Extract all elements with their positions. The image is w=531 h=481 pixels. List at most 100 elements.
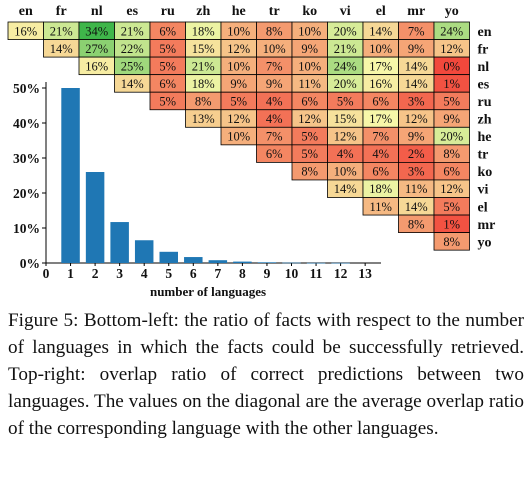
column-label-vi: vi	[340, 4, 351, 19]
heatmap-cell-label: 6%	[159, 24, 176, 38]
heatmap-cell-label: 21%	[192, 59, 215, 73]
x-tick-label: 2	[92, 266, 99, 281]
bar-7	[208, 260, 228, 263]
heatmap-cell-label: 5%	[159, 59, 176, 73]
heatmap-cell-label: 25%	[121, 59, 144, 73]
x-tick-label: 10	[285, 266, 299, 281]
heatmap-cell-label: 10%	[227, 130, 250, 144]
row-label-he: he	[478, 130, 492, 145]
heatmap-cell-label: 20%	[334, 77, 357, 91]
heatmap-cell-label: 20%	[334, 24, 357, 38]
heatmap-cell-label: 8%	[443, 147, 460, 161]
heatmap-cell-label: 10%	[369, 42, 392, 56]
heatmap-cell-label: 9%	[266, 77, 283, 91]
row-label-zh: zh	[478, 113, 492, 128]
heatmap-cell-label: 8%	[195, 94, 212, 108]
heatmap-cell-label: 24%	[440, 24, 463, 38]
x-tick-label: 3	[116, 266, 123, 281]
row-label-yo: yo	[478, 235, 492, 250]
heatmap-cell-label: 8%	[301, 165, 318, 179]
y-tick-label: 30%	[13, 151, 40, 166]
heatmap-cell-label: 0%	[443, 59, 460, 73]
heatmap-cell-label: 5%	[301, 147, 318, 161]
heatmap-cell-label: 11%	[299, 77, 321, 91]
bar-12	[331, 262, 350, 264]
heatmap-cell-label: 21%	[121, 24, 144, 38]
row-label-ru: ru	[478, 95, 492, 110]
heatmap-cell-label: 6%	[443, 165, 460, 179]
heatmap-cell-label: 18%	[192, 24, 215, 38]
heatmap-cell-label: 12%	[298, 112, 321, 126]
column-label-ko: ko	[302, 4, 317, 19]
column-label-el: el	[376, 4, 386, 19]
row-label-el: el	[478, 200, 488, 215]
column-label-en: en	[19, 4, 33, 19]
heatmap-cell-label: 12%	[334, 130, 357, 144]
x-tick-label: 0	[43, 266, 50, 281]
heatmap-cell-label: 8%	[443, 235, 460, 249]
row-label-en: en	[478, 25, 492, 40]
heatmap-cell-label: 9%	[408, 130, 425, 144]
heatmap-cell-label: 12%	[227, 42, 250, 56]
bar-11	[306, 262, 326, 264]
x-tick-label: 7	[214, 266, 221, 281]
row-label-ko: ko	[478, 165, 493, 180]
bar-10	[282, 262, 301, 264]
figure-caption: Figure 5: Bottom-left: the ratio of fact…	[8, 310, 524, 439]
heatmap-cell-label: 9%	[230, 77, 247, 91]
y-tick-label: 0%	[20, 256, 40, 271]
bar-1	[61, 88, 80, 263]
heatmap-cell-label: 21%	[50, 24, 73, 38]
heatmap-cell-label: 12%	[227, 112, 250, 126]
heatmap-cell-label: 5%	[230, 94, 247, 108]
heatmap-cell-label: 13%	[192, 112, 215, 126]
heatmap-cell-label: 7%	[266, 130, 283, 144]
heatmap-cell-label: 10%	[298, 24, 321, 38]
heatmap-cell-label: 14%	[405, 77, 428, 91]
heatmap-cell-label: 17%	[369, 59, 392, 73]
heatmap-cell-label: 14%	[121, 77, 144, 91]
heatmap-cell-label: 3%	[408, 94, 425, 108]
heatmap-cell-label: 16%	[369, 77, 392, 91]
heatmap-cell-label: 4%	[266, 112, 283, 126]
heatmap-cell-label: 8%	[408, 217, 425, 231]
heatmap-cell-label: 7%	[372, 130, 389, 144]
heatmap-cell-label: 5%	[159, 42, 176, 56]
column-label-es: es	[126, 4, 138, 19]
bar-9	[257, 262, 277, 263]
heatmap-cell-label: 10%	[263, 42, 286, 56]
heatmap-cell-label: 27%	[85, 42, 108, 56]
bar-8	[233, 261, 252, 263]
heatmap-cell-label: 10%	[334, 165, 357, 179]
x-tick-label: 8	[239, 266, 246, 281]
column-label-zh: zh	[196, 4, 210, 19]
column-label-yo: yo	[445, 4, 459, 19]
heatmap-cell-label: 6%	[372, 94, 389, 108]
heatmap-cell-label: 9%	[408, 42, 425, 56]
y-tick-label: 10%	[13, 221, 40, 236]
y-tick-label: 40%	[13, 116, 40, 131]
heatmap-cell-label: 12%	[405, 112, 428, 126]
x-axis-label: number of languages	[150, 284, 266, 299]
x-tick-label: 12	[334, 266, 348, 281]
heatmap-cell-label: 9%	[443, 112, 460, 126]
column-label-nl: nl	[91, 4, 103, 19]
heatmap-cell-label: 18%	[369, 182, 392, 196]
heatmap-cell-label: 34%	[85, 24, 108, 38]
bar-3	[110, 222, 129, 263]
heatmap-cell-label: 22%	[121, 42, 144, 56]
column-label-he: he	[232, 4, 246, 19]
heatmap-cell-label: 6%	[266, 147, 283, 161]
heatmap-cell-label: 18%	[192, 77, 215, 91]
heatmap-cell-label: 24%	[334, 59, 357, 73]
x-tick-label: 4	[141, 266, 148, 281]
heatmap-cell-label: 10%	[298, 59, 321, 73]
heatmap-cell-label: 16%	[14, 24, 37, 38]
bar-4	[134, 240, 154, 263]
heatmap-cell-label: 2%	[408, 147, 425, 161]
heatmap-cell-label: 4%	[372, 147, 389, 161]
row-label-es: es	[478, 77, 490, 92]
heatmap-cell-label: 7%	[266, 59, 283, 73]
figure-chart: en fr nl es ru zh he tr ko vi el mr yo en fr nl es ru zh he…	[7, 4, 496, 299]
row-label-mr: mr	[478, 218, 496, 233]
